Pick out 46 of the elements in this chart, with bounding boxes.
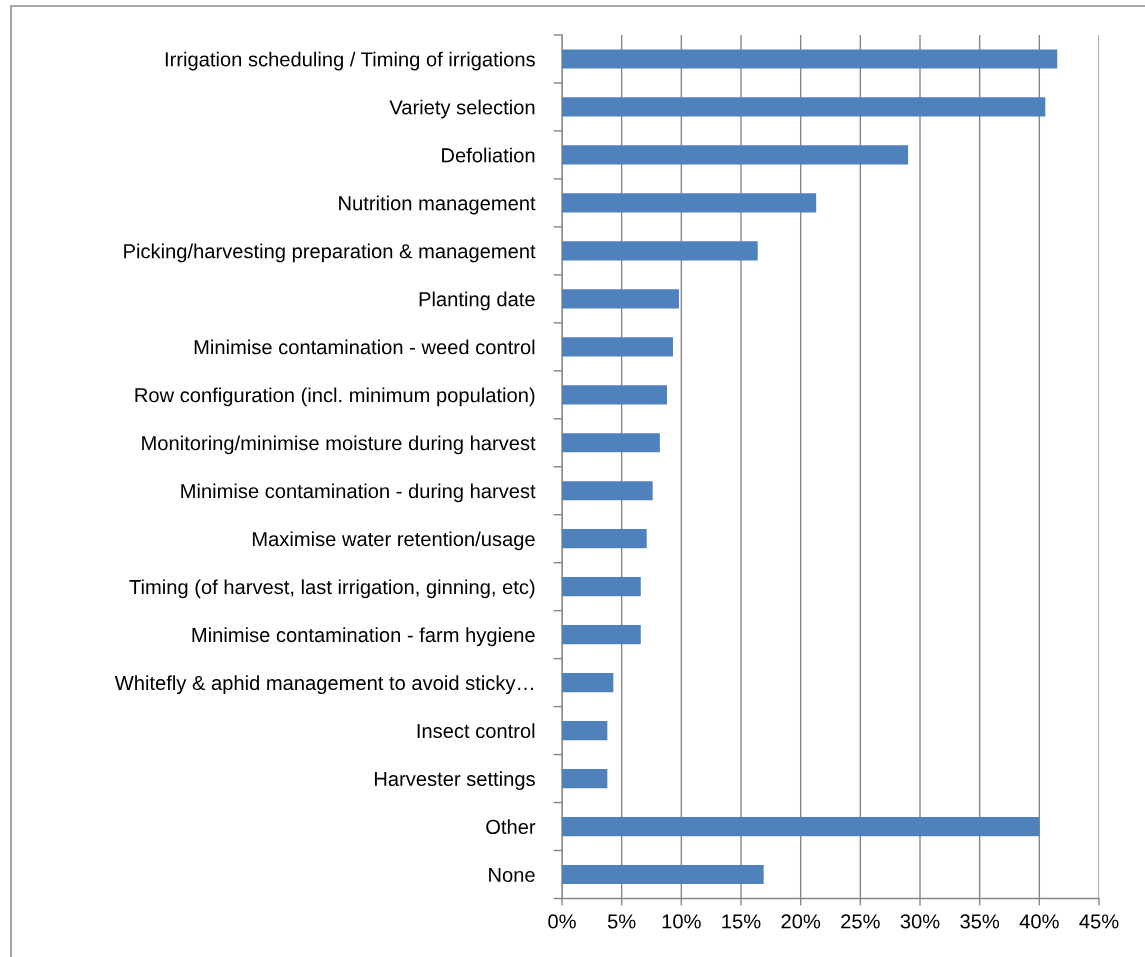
bar [562, 768, 608, 789]
y-tick-label: Insect control [417, 723, 535, 739]
y-tick-label: Minimise contamination - during harvest [181, 483, 536, 503]
y-tick-label: Minimise contamination - farm hygiene [192, 627, 535, 647]
y-tick-label: Defoliation [442, 147, 535, 163]
x-tick-label: 20% [781, 914, 821, 929]
bar [562, 145, 909, 165]
y-tick-label: Harvester settings [374, 771, 535, 791]
y-tick-label: Planting date [419, 291, 535, 311]
y-tick-label: Minimise contamination - weed control [194, 339, 535, 355]
bar [562, 433, 660, 453]
y-tick-label: Row configuration (incl. minimum population) [135, 387, 535, 407]
bar [562, 49, 1058, 69]
x-tick-label: 35% [960, 914, 1000, 929]
y-tick-label: Timing (of harvest, last irrigation, ginning, etc) [129, 579, 535, 599]
x-tick-label: 25% [841, 914, 880, 929]
bar [562, 337, 673, 357]
bar [562, 289, 679, 309]
bar [562, 481, 653, 501]
y-tick-label: Maximise water retention/usage [252, 531, 535, 551]
bar [562, 721, 608, 741]
bar [562, 673, 614, 693]
x-tick-label: 30% [900, 914, 940, 929]
y-tick-label: Other [486, 819, 536, 835]
x-tick-label: 0% [548, 914, 576, 929]
y-tick-label: Irrigation scheduling / Timing of irrigations [165, 51, 535, 71]
y-tick-label: None [489, 867, 535, 883]
bar [562, 241, 758, 261]
bar [562, 864, 764, 885]
bar [562, 385, 668, 405]
x-tick-label: 40% [1019, 914, 1059, 929]
y-tick-label: Whitefly & aphid management to avoid sticky… [114, 675, 533, 695]
y-tick-label: Nutrition management [339, 195, 536, 215]
bar [562, 193, 817, 213]
x-tick-label: 15% [722, 914, 761, 929]
x-tick-label: 5% [607, 914, 636, 929]
x-tick-label: 10% [662, 914, 701, 929]
x-tick-label: 45% [1079, 914, 1119, 929]
bar [562, 97, 1046, 117]
bar [562, 625, 641, 645]
y-tick-label: Monitoring/minimise moisture during harvest [142, 435, 536, 455]
y-tick-label: Variety selection [389, 99, 535, 119]
bar [562, 577, 641, 597]
bar [562, 529, 647, 549]
y-tick-label: Picking/harvesting preparation & management [124, 243, 536, 263]
bar [562, 816, 1040, 837]
